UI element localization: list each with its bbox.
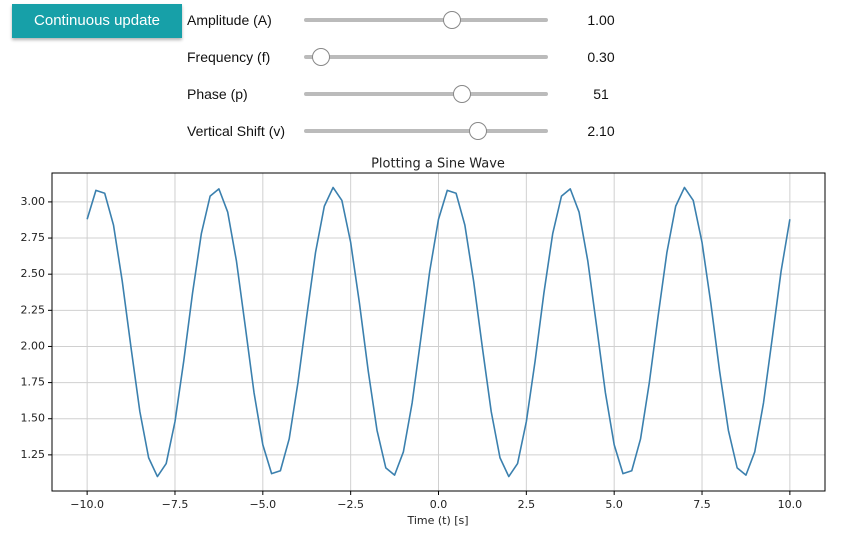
slider-value: 2.10: [587, 123, 615, 139]
slider-value: 51: [593, 86, 609, 102]
y-tick-label: 1.50: [21, 412, 46, 425]
x-tick-label: −2.5: [337, 498, 364, 511]
x-tick-label: 10.0: [778, 498, 803, 511]
slider-label: Vertical Shift (v): [187, 123, 286, 139]
slider-label: Phase (p): [187, 86, 248, 102]
slider-label: Amplitude (A): [187, 12, 272, 28]
slider-knob[interactable]: [312, 48, 330, 66]
continuous-update-button[interactable]: Continuous update: [12, 4, 182, 38]
y-tick-label: 2.75: [21, 231, 46, 244]
y-tick-label: 1.25: [21, 448, 46, 461]
y-tick-label: 2.50: [21, 267, 46, 280]
slider-label: Frequency (f): [187, 49, 271, 65]
x-tick-label: 0.0: [430, 498, 448, 511]
y-tick-label: 2.00: [21, 339, 46, 352]
y-tick-label: 2.25: [21, 303, 46, 316]
x-tick-label: 2.5: [518, 498, 536, 511]
slider-track[interactable]: [304, 92, 548, 96]
slider-value: 1.00: [587, 12, 615, 28]
sine-line: [86, 186, 791, 478]
y-tick-label: 3.00: [21, 195, 46, 208]
slider-track[interactable]: [304, 18, 548, 22]
x-tick-label: −10.0: [70, 498, 104, 511]
chart-title: Plotting a Sine Wave: [371, 157, 505, 172]
slider-value: 0.30: [587, 49, 615, 65]
y-tick-label: 1.75: [21, 376, 46, 389]
slider-knob[interactable]: [453, 85, 471, 103]
slider-track[interactable]: [304, 55, 548, 59]
plot-frame: [51, 172, 826, 492]
slider-knob[interactable]: [469, 122, 487, 140]
x-tick-label: −5.0: [249, 498, 276, 511]
x-tick-label: −7.5: [162, 498, 189, 511]
slider-track[interactable]: [304, 129, 548, 133]
x-tick-label: 7.5: [693, 498, 711, 511]
slider-knob[interactable]: [443, 11, 461, 29]
x-tick-label: 5.0: [605, 498, 623, 511]
x-axis-label: Time (t) [s]: [406, 514, 468, 527]
